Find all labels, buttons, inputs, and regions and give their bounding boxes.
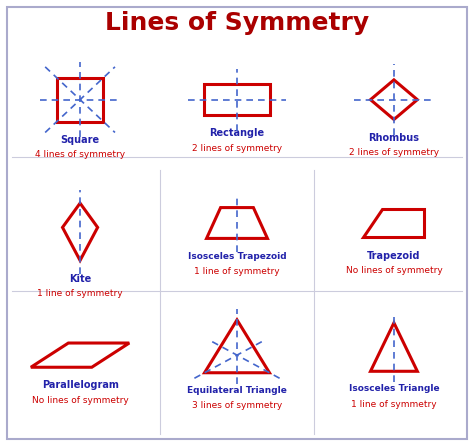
Text: 1 line of symmetry: 1 line of symmetry [194, 267, 280, 276]
Text: Lines of Symmetry: Lines of Symmetry [105, 11, 369, 35]
Text: 4 lines of symmetry: 4 lines of symmetry [35, 150, 125, 159]
Polygon shape [31, 343, 129, 367]
Bar [57, 78, 103, 122]
Polygon shape [364, 209, 424, 237]
Text: Rhombus: Rhombus [368, 133, 419, 143]
Polygon shape [371, 323, 417, 371]
Polygon shape [371, 80, 417, 120]
Text: Rectangle: Rectangle [210, 128, 264, 138]
Bar [204, 84, 270, 115]
Text: No lines of symmetry: No lines of symmetry [32, 396, 128, 405]
Text: 1 line of symmetry: 1 line of symmetry [37, 289, 123, 298]
Text: Isosceles Trapezoid: Isosceles Trapezoid [188, 252, 286, 260]
Polygon shape [63, 203, 98, 260]
Text: 2 lines of symmetry: 2 lines of symmetry [192, 144, 282, 153]
Text: Kite: Kite [69, 274, 91, 284]
Text: 3 lines of symmetry: 3 lines of symmetry [192, 401, 282, 410]
FancyBboxPatch shape [8, 7, 466, 439]
Text: 1 line of symmetry: 1 line of symmetry [351, 400, 437, 409]
Text: Parallelogram: Parallelogram [42, 380, 118, 390]
Text: Square: Square [61, 135, 100, 145]
Text: 2 lines of symmetry: 2 lines of symmetry [349, 148, 439, 157]
Text: Equilateral Triangle: Equilateral Triangle [187, 386, 287, 395]
Text: No lines of symmetry: No lines of symmetry [346, 266, 442, 275]
Polygon shape [207, 207, 267, 239]
Text: Isosceles Triangle: Isosceles Triangle [348, 384, 439, 393]
Text: Trapezoid: Trapezoid [367, 251, 421, 260]
Polygon shape [205, 320, 269, 373]
